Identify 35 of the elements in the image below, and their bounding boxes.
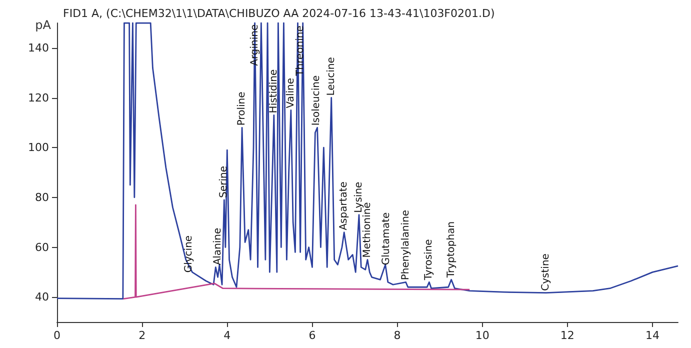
y-tick-label: 60 xyxy=(35,240,49,254)
annotation: Tyrosine xyxy=(424,239,435,282)
annotation: Cystine xyxy=(540,254,552,291)
annotation: Methionine xyxy=(362,202,373,258)
annotation: Alanine xyxy=(212,228,224,266)
y-tick-label: 80 xyxy=(35,190,49,204)
annotation: Phenylalanine xyxy=(400,210,412,280)
x-tick-label: 12 xyxy=(560,329,574,342)
annotation: Proline xyxy=(236,92,248,126)
x-tick-label: 0 xyxy=(54,329,60,342)
annotation: Threonine xyxy=(294,26,306,77)
annotation: Arginine xyxy=(249,24,260,66)
x-tick-label: 2 xyxy=(138,329,146,342)
x-tick-label: 14 xyxy=(645,329,660,342)
annotation: Valine xyxy=(285,78,296,108)
annotation: Tryptophan xyxy=(446,221,457,279)
annotation: Leucine xyxy=(326,57,337,96)
y-tick-label: 40 xyxy=(35,290,49,304)
chart-title: FID1 A, (C:\CHEM32\1\1\DATA\CHIBUZO AA 2024-07-16 13-43-41\103F0201.D) xyxy=(63,7,495,20)
line-series xyxy=(56,22,679,300)
x-tick-label: 8 xyxy=(394,329,401,342)
annotation: Isoleucine xyxy=(310,75,322,126)
annotation: Aspartate xyxy=(338,182,350,230)
annotation: Glutamate xyxy=(381,212,392,266)
annotation: Histidine xyxy=(268,69,280,114)
y-tick-label: 100 xyxy=(28,141,49,154)
annotation: Glycine xyxy=(183,235,194,273)
y-axis-title: pA xyxy=(35,18,52,32)
y-tick-label: 140 xyxy=(28,41,49,54)
x-tick-label: 10 xyxy=(475,329,490,342)
annotation: Serine xyxy=(218,166,230,198)
y-tick-label: 120 xyxy=(28,91,49,104)
annotation: Lysine xyxy=(353,182,364,213)
x-tick-label: 4 xyxy=(224,329,231,342)
x-tick-label: 6 xyxy=(308,329,316,342)
